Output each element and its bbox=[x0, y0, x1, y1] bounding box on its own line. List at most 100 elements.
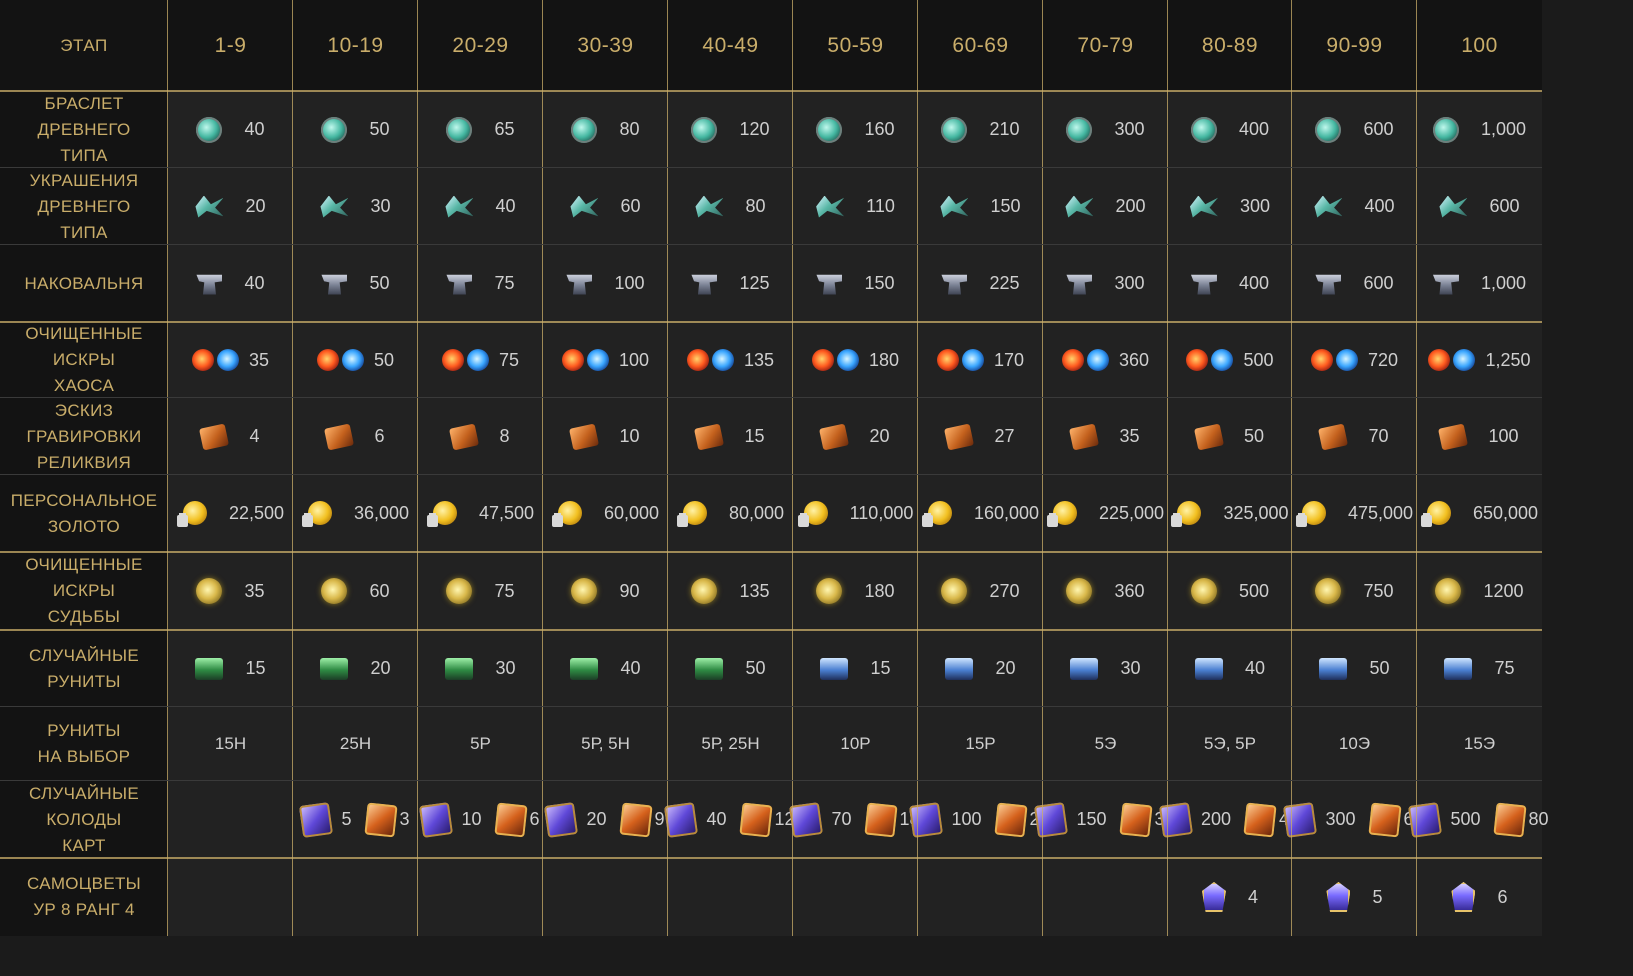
table-cell: 75 bbox=[418, 552, 543, 630]
bracelet-icon bbox=[196, 116, 223, 143]
reward-amount: 1,250 bbox=[1485, 349, 1531, 370]
bracelet-icon bbox=[1190, 116, 1217, 143]
row-divider bbox=[0, 397, 1542, 398]
card-deck-count: 100 bbox=[951, 809, 982, 829]
anvil-icon bbox=[1066, 274, 1093, 295]
table-cell: 360 bbox=[1043, 322, 1168, 398]
anvil-icon bbox=[446, 274, 473, 295]
table-cell: 5Р, 5Н bbox=[543, 707, 668, 781]
reward-amount: 6 bbox=[1497, 886, 1508, 907]
reward-amount: 360 bbox=[1118, 349, 1150, 370]
table-cell: 15Н bbox=[168, 707, 293, 781]
fate-spark-icon bbox=[691, 578, 718, 604]
jewelry-icon bbox=[940, 195, 969, 218]
row-label: СЛУЧАЙНЫЕ РУНИТЫ bbox=[0, 630, 168, 707]
reward-amount: 300 bbox=[1114, 119, 1145, 139]
reward-amount: 15 bbox=[245, 658, 266, 678]
table-cell: 300 bbox=[1168, 168, 1292, 245]
reward-amount: 1,000 bbox=[1480, 273, 1527, 293]
anvil-icon bbox=[816, 274, 843, 295]
card-deck-orange-icon bbox=[1492, 802, 1527, 837]
bound-gold-icon bbox=[1420, 500, 1451, 527]
table-cell: 40 bbox=[168, 91, 293, 168]
engraving-sketch-icon bbox=[1193, 423, 1224, 450]
table-cell: 50 bbox=[1292, 630, 1417, 707]
jewelry-icon bbox=[1065, 195, 1094, 218]
row-divider bbox=[0, 629, 1542, 631]
bracelet-icon bbox=[691, 116, 718, 143]
fate-spark-icon bbox=[1435, 578, 1462, 604]
table-cell: 600 bbox=[1292, 91, 1417, 168]
column-divider bbox=[792, 0, 793, 936]
table-cell: 600 bbox=[1417, 168, 1542, 245]
table-cell: 20 bbox=[293, 630, 418, 707]
card-deck-blue-icon bbox=[299, 801, 334, 838]
bound-gold-icon bbox=[921, 500, 952, 527]
table-cell: 200 bbox=[1043, 168, 1168, 245]
table-cell: 160 bbox=[793, 91, 918, 168]
card-deck-blue-icon bbox=[909, 801, 944, 838]
reward-amount: 600 bbox=[1489, 196, 1520, 216]
table-cell: 170 bbox=[918, 322, 1043, 398]
reward-amount: 500 bbox=[1238, 580, 1270, 601]
runite-chest-icon bbox=[195, 657, 224, 680]
bound-gold-icon bbox=[797, 500, 828, 527]
table-cell: 90 bbox=[543, 552, 668, 630]
reward-amount: 20 bbox=[370, 658, 391, 678]
reward-amount: 135 bbox=[743, 349, 775, 370]
card-deck-orange-icon bbox=[863, 802, 898, 837]
chaos-spark-red-icon bbox=[686, 349, 709, 371]
reward-amount: 40 bbox=[495, 196, 516, 216]
table-cell: 300 bbox=[1043, 245, 1168, 322]
reward-amount: 50 bbox=[1369, 658, 1390, 678]
card-deck-count: 10 bbox=[461, 809, 482, 829]
table-cell: 50 bbox=[293, 322, 418, 398]
reward-amount: 35 bbox=[248, 349, 270, 370]
bound-gold-icon bbox=[676, 500, 707, 527]
row-label: НАКОВАЛЬНЯ bbox=[0, 245, 168, 322]
table-cell: 20042 bbox=[1158, 781, 1299, 858]
fate-spark-icon bbox=[1190, 578, 1217, 604]
table-cell: 60 bbox=[543, 168, 668, 245]
table-cell: 110,000 bbox=[793, 475, 918, 552]
reward-amount: 50 bbox=[1243, 426, 1265, 446]
runite-choice-value: 5Р bbox=[470, 734, 491, 753]
table-cell: 50 bbox=[668, 630, 793, 707]
reward-amount: 70 bbox=[1368, 426, 1389, 446]
card-deck-blue-icon bbox=[789, 801, 824, 838]
card-deck-count: 70 bbox=[831, 809, 852, 829]
table-cell: 100 bbox=[1417, 398, 1542, 475]
reward-amount: 160,000 bbox=[973, 503, 1040, 523]
table-cell: 20 bbox=[918, 630, 1043, 707]
table-cell: 15 bbox=[168, 630, 293, 707]
fate-spark-icon bbox=[446, 578, 473, 604]
reward-amount: 30 bbox=[495, 658, 516, 678]
card-deck-blue-icon bbox=[1283, 801, 1318, 838]
reward-amount: 475,000 bbox=[1347, 503, 1414, 523]
runite-choice-value: 15Н bbox=[214, 734, 247, 753]
chaos-spark-blue-icon bbox=[1335, 349, 1358, 371]
chaos-spark-blue-icon bbox=[341, 349, 364, 371]
reward-amount: 8 bbox=[499, 426, 510, 446]
table-cell: 20 bbox=[793, 398, 918, 475]
reward-amount: 225 bbox=[989, 273, 1020, 293]
anvil-icon bbox=[196, 274, 223, 295]
table-cell: 6 bbox=[1417, 858, 1542, 936]
reward-amount: 500 bbox=[1243, 349, 1274, 370]
card-deck-count: 9 bbox=[654, 809, 665, 829]
table-cell: 650,000 bbox=[1417, 475, 1542, 552]
table-cell: 35 bbox=[168, 552, 293, 630]
reward-amount: 150 bbox=[864, 273, 895, 293]
reward-amount: 60,000 bbox=[603, 503, 660, 523]
reward-amount: 40 bbox=[244, 119, 265, 139]
row-divider bbox=[0, 321, 1542, 323]
table-cell: 50 bbox=[1168, 398, 1292, 475]
reward-amount: 210 bbox=[989, 119, 1020, 139]
runite-chest-icon bbox=[1444, 657, 1473, 680]
header-stage-label: ЭТАП bbox=[0, 0, 168, 91]
column-divider bbox=[917, 0, 918, 936]
table-cell bbox=[293, 858, 418, 936]
card-deck-orange-icon bbox=[993, 802, 1028, 837]
table-cell: 30060 bbox=[1283, 781, 1424, 858]
chaos-spark-red-icon bbox=[441, 349, 464, 371]
